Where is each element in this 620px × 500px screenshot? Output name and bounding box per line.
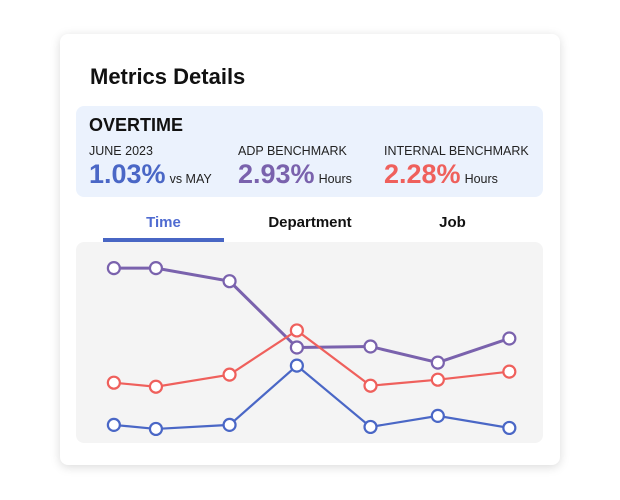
data-point xyxy=(430,408,445,423)
metric-adp-benchmark: ADP BENCHMARK 2.93% Hours xyxy=(238,144,352,190)
tab-department[interactable]: Department xyxy=(268,214,352,231)
data-point xyxy=(289,323,304,338)
metric-label: JUNE 2023 xyxy=(89,144,153,158)
data-point xyxy=(502,364,517,379)
summary-heading: OVERTIME xyxy=(89,115,184,135)
data-point xyxy=(289,358,304,373)
data-point xyxy=(289,340,304,355)
overtime-summary: OVERTIME JUNE 2023 1.03% vs MAY ADP BENCH… xyxy=(76,106,543,197)
data-point xyxy=(222,274,237,289)
metric-unit: Hours xyxy=(318,172,352,186)
data-point xyxy=(430,355,445,370)
data-point xyxy=(222,367,237,382)
metric-unit: Hours xyxy=(464,172,498,186)
series-line-time xyxy=(113,364,510,431)
data-point xyxy=(222,417,237,433)
line-chart xyxy=(76,242,543,443)
data-point xyxy=(363,339,378,354)
data-point xyxy=(106,417,121,433)
metric-label: INTERNAL BENCHMARK xyxy=(384,144,529,158)
metric-value: 2.28% xyxy=(384,159,461,189)
data-point xyxy=(148,421,164,437)
metric-value: 1.03% xyxy=(89,159,166,189)
tab-job[interactable]: Job xyxy=(439,214,466,231)
data-point xyxy=(148,379,164,394)
data-point xyxy=(363,378,378,393)
tab-time[interactable]: Time xyxy=(146,214,181,231)
metrics-details-card: Metrics Details OVERTIME JUNE 2023 1.03%… xyxy=(60,34,560,465)
metric-june: JUNE 2023 1.03% vs MAY xyxy=(89,144,212,190)
metric-unit: vs MAY xyxy=(169,172,212,186)
chart-svg xyxy=(106,261,517,437)
metric-label: ADP BENCHMARK xyxy=(238,144,347,158)
data-point xyxy=(430,372,445,387)
data-point xyxy=(363,419,378,435)
data-point xyxy=(106,375,121,390)
active-tab-indicator xyxy=(103,238,224,242)
data-point xyxy=(502,331,517,346)
data-point xyxy=(148,261,164,276)
metric-internal-benchmark: INTERNAL BENCHMARK 2.28% Hours xyxy=(384,144,529,190)
series-line-adp-benchmark xyxy=(113,266,510,365)
data-point xyxy=(106,261,121,276)
card-title: Metrics Details xyxy=(90,64,246,89)
data-point xyxy=(502,420,517,436)
metric-value: 2.93% xyxy=(238,159,315,189)
